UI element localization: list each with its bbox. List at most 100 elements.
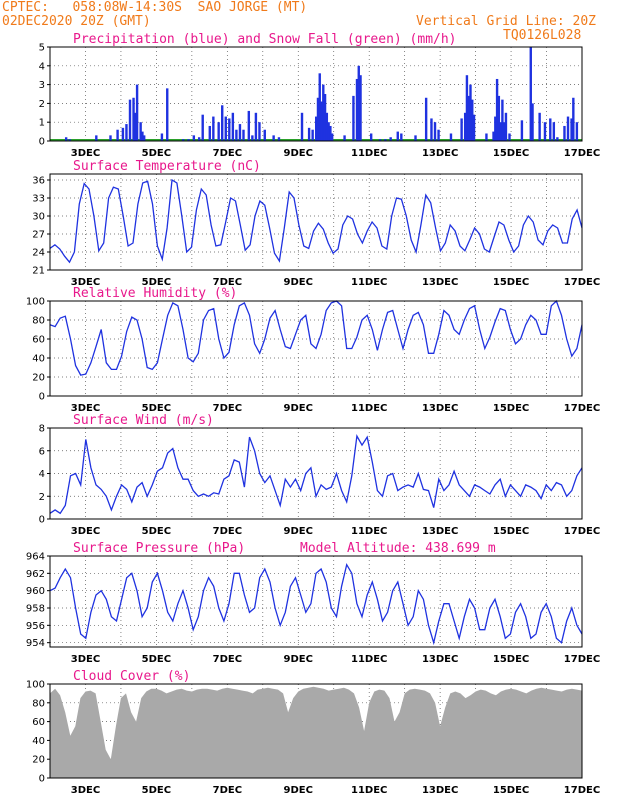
precip-bar — [139, 122, 142, 141]
precip-bar — [414, 135, 417, 141]
precip-xtick-label: 15DEC — [493, 148, 529, 159]
temp-xtick-label: 9DEC — [284, 277, 313, 288]
precip-bar — [495, 78, 499, 141]
wind-xtick-label: 17DEC — [564, 526, 600, 537]
precip-bar — [109, 135, 112, 141]
temp-plot-area — [50, 174, 582, 270]
precip-bar — [125, 124, 128, 141]
precip-bar — [384, 139, 387, 141]
precip-bar — [508, 133, 511, 141]
pressure-ytick-label: 958 — [26, 604, 45, 615]
precip-ytick-label: 5 — [39, 43, 45, 54]
cloud-xtick-label: 7DEC — [213, 785, 242, 796]
precip-bar — [224, 116, 227, 141]
precip-bar — [485, 133, 488, 141]
wind-ytick-label: 4 — [39, 469, 45, 480]
rh-xtick-label: 5DEC — [142, 403, 171, 414]
cloud-xtick-label: 13DEC — [422, 785, 458, 796]
precip-bar — [142, 135, 146, 141]
precip-bar — [460, 118, 463, 141]
rh-xtick-label: 9DEC — [284, 403, 313, 414]
precip-bar — [121, 127, 125, 141]
precip-bar — [132, 97, 135, 141]
precip-bar — [501, 99, 504, 141]
pressure-xtick-label: 3DEC — [71, 654, 100, 665]
precip-bar — [272, 135, 275, 141]
precip-bar — [538, 112, 541, 141]
precip-bar — [352, 95, 355, 141]
temp-ytick-label: 21 — [32, 266, 45, 277]
precip-bar — [570, 118, 573, 141]
precip-bar — [343, 135, 346, 141]
precip-bar — [492, 131, 495, 141]
precip-bar — [251, 135, 254, 141]
precip-xtick-label: 5DEC — [142, 148, 171, 159]
pressure-series-line — [49, 562, 583, 646]
precip-bar — [378, 139, 382, 141]
precip-bar — [497, 95, 501, 141]
precip-ytick-label: 0 — [39, 137, 45, 148]
pressure-xtick-label: 13DEC — [422, 654, 458, 665]
precip-bar — [318, 73, 321, 141]
precip-frame — [49, 46, 583, 142]
cloud-xtick-label: 9DEC — [284, 785, 313, 796]
wind-ytick-label: 0 — [39, 515, 45, 526]
precip-xtick-label: 7DEC — [213, 148, 242, 159]
cloud-xtick-label: 11DEC — [351, 785, 387, 796]
cloud-ytick-label: 20 — [32, 755, 45, 766]
pressure-xtick-label: 9DEC — [284, 654, 313, 665]
wind-title: Surface Wind (m/s) — [73, 413, 214, 428]
precip-bar — [529, 47, 532, 141]
rh-title: Relative Humidity (%) — [73, 286, 237, 301]
precip-bar — [396, 131, 399, 141]
cloud-ytick-label: 60 — [32, 717, 45, 728]
precip-bar — [95, 135, 98, 141]
precip-bar — [228, 118, 231, 141]
wind-frame — [49, 427, 583, 520]
temp-title: Surface Temperature (nC) — [73, 159, 261, 174]
header-grid-line: Vertical Grid Line: 20Z — [416, 14, 597, 29]
cloud-ytick-label: 40 — [32, 736, 45, 747]
precip-bar — [182, 139, 185, 141]
precip-bar — [187, 139, 190, 141]
precip-bar — [212, 116, 215, 141]
precip-bar — [135, 84, 139, 141]
temp-series-line — [49, 178, 583, 264]
precip-ytick-label: 1 — [39, 118, 45, 129]
precip-bar — [449, 133, 453, 141]
rh-xtick-label: 13DEC — [422, 403, 458, 414]
wind-xtick-label: 13DEC — [422, 526, 458, 537]
temp-xtick-label: 3DEC — [71, 277, 100, 288]
precip-bar — [437, 129, 440, 141]
rh-xtick-label: 3DEC — [71, 403, 100, 414]
temp-ytick-label: 36 — [32, 176, 45, 187]
precip-bar — [433, 122, 437, 141]
wind-xtick-label: 3DEC — [71, 526, 100, 537]
precip-xtick-label: 9DEC — [284, 148, 313, 159]
pressure-xtick-label: 7DEC — [213, 654, 242, 665]
rh-xtick-label: 7DEC — [213, 403, 242, 414]
precip-bar — [575, 122, 579, 141]
precip-bar — [300, 112, 304, 141]
cloud-ytick-label: 100 — [26, 680, 45, 691]
precip-bar — [389, 137, 392, 141]
pressure-ytick-label: 956 — [26, 621, 45, 632]
precip-bar — [208, 125, 211, 141]
rh-xtick-label: 17DEC — [564, 403, 600, 414]
precip-bar — [499, 122, 502, 141]
precip-bar — [467, 95, 470, 141]
temp-ytick-label: 27 — [32, 230, 45, 241]
temp-xtick-label: 17DEC — [564, 277, 600, 288]
header-run-time: 02DEC2020 20Z (GMT) — [2, 14, 151, 29]
precip-bar — [116, 129, 119, 141]
precip-bar — [543, 122, 547, 141]
precip-bar — [531, 103, 534, 141]
precip-bar — [502, 122, 506, 141]
temp-ytick-label: 30 — [32, 212, 45, 223]
precip-bar — [160, 133, 164, 141]
cloud-cover-area — [50, 686, 582, 778]
precip-bar — [277, 137, 281, 141]
precip-bar — [254, 112, 258, 141]
precip-bar — [430, 118, 433, 141]
precip-xtick-label: 17DEC — [564, 148, 600, 159]
